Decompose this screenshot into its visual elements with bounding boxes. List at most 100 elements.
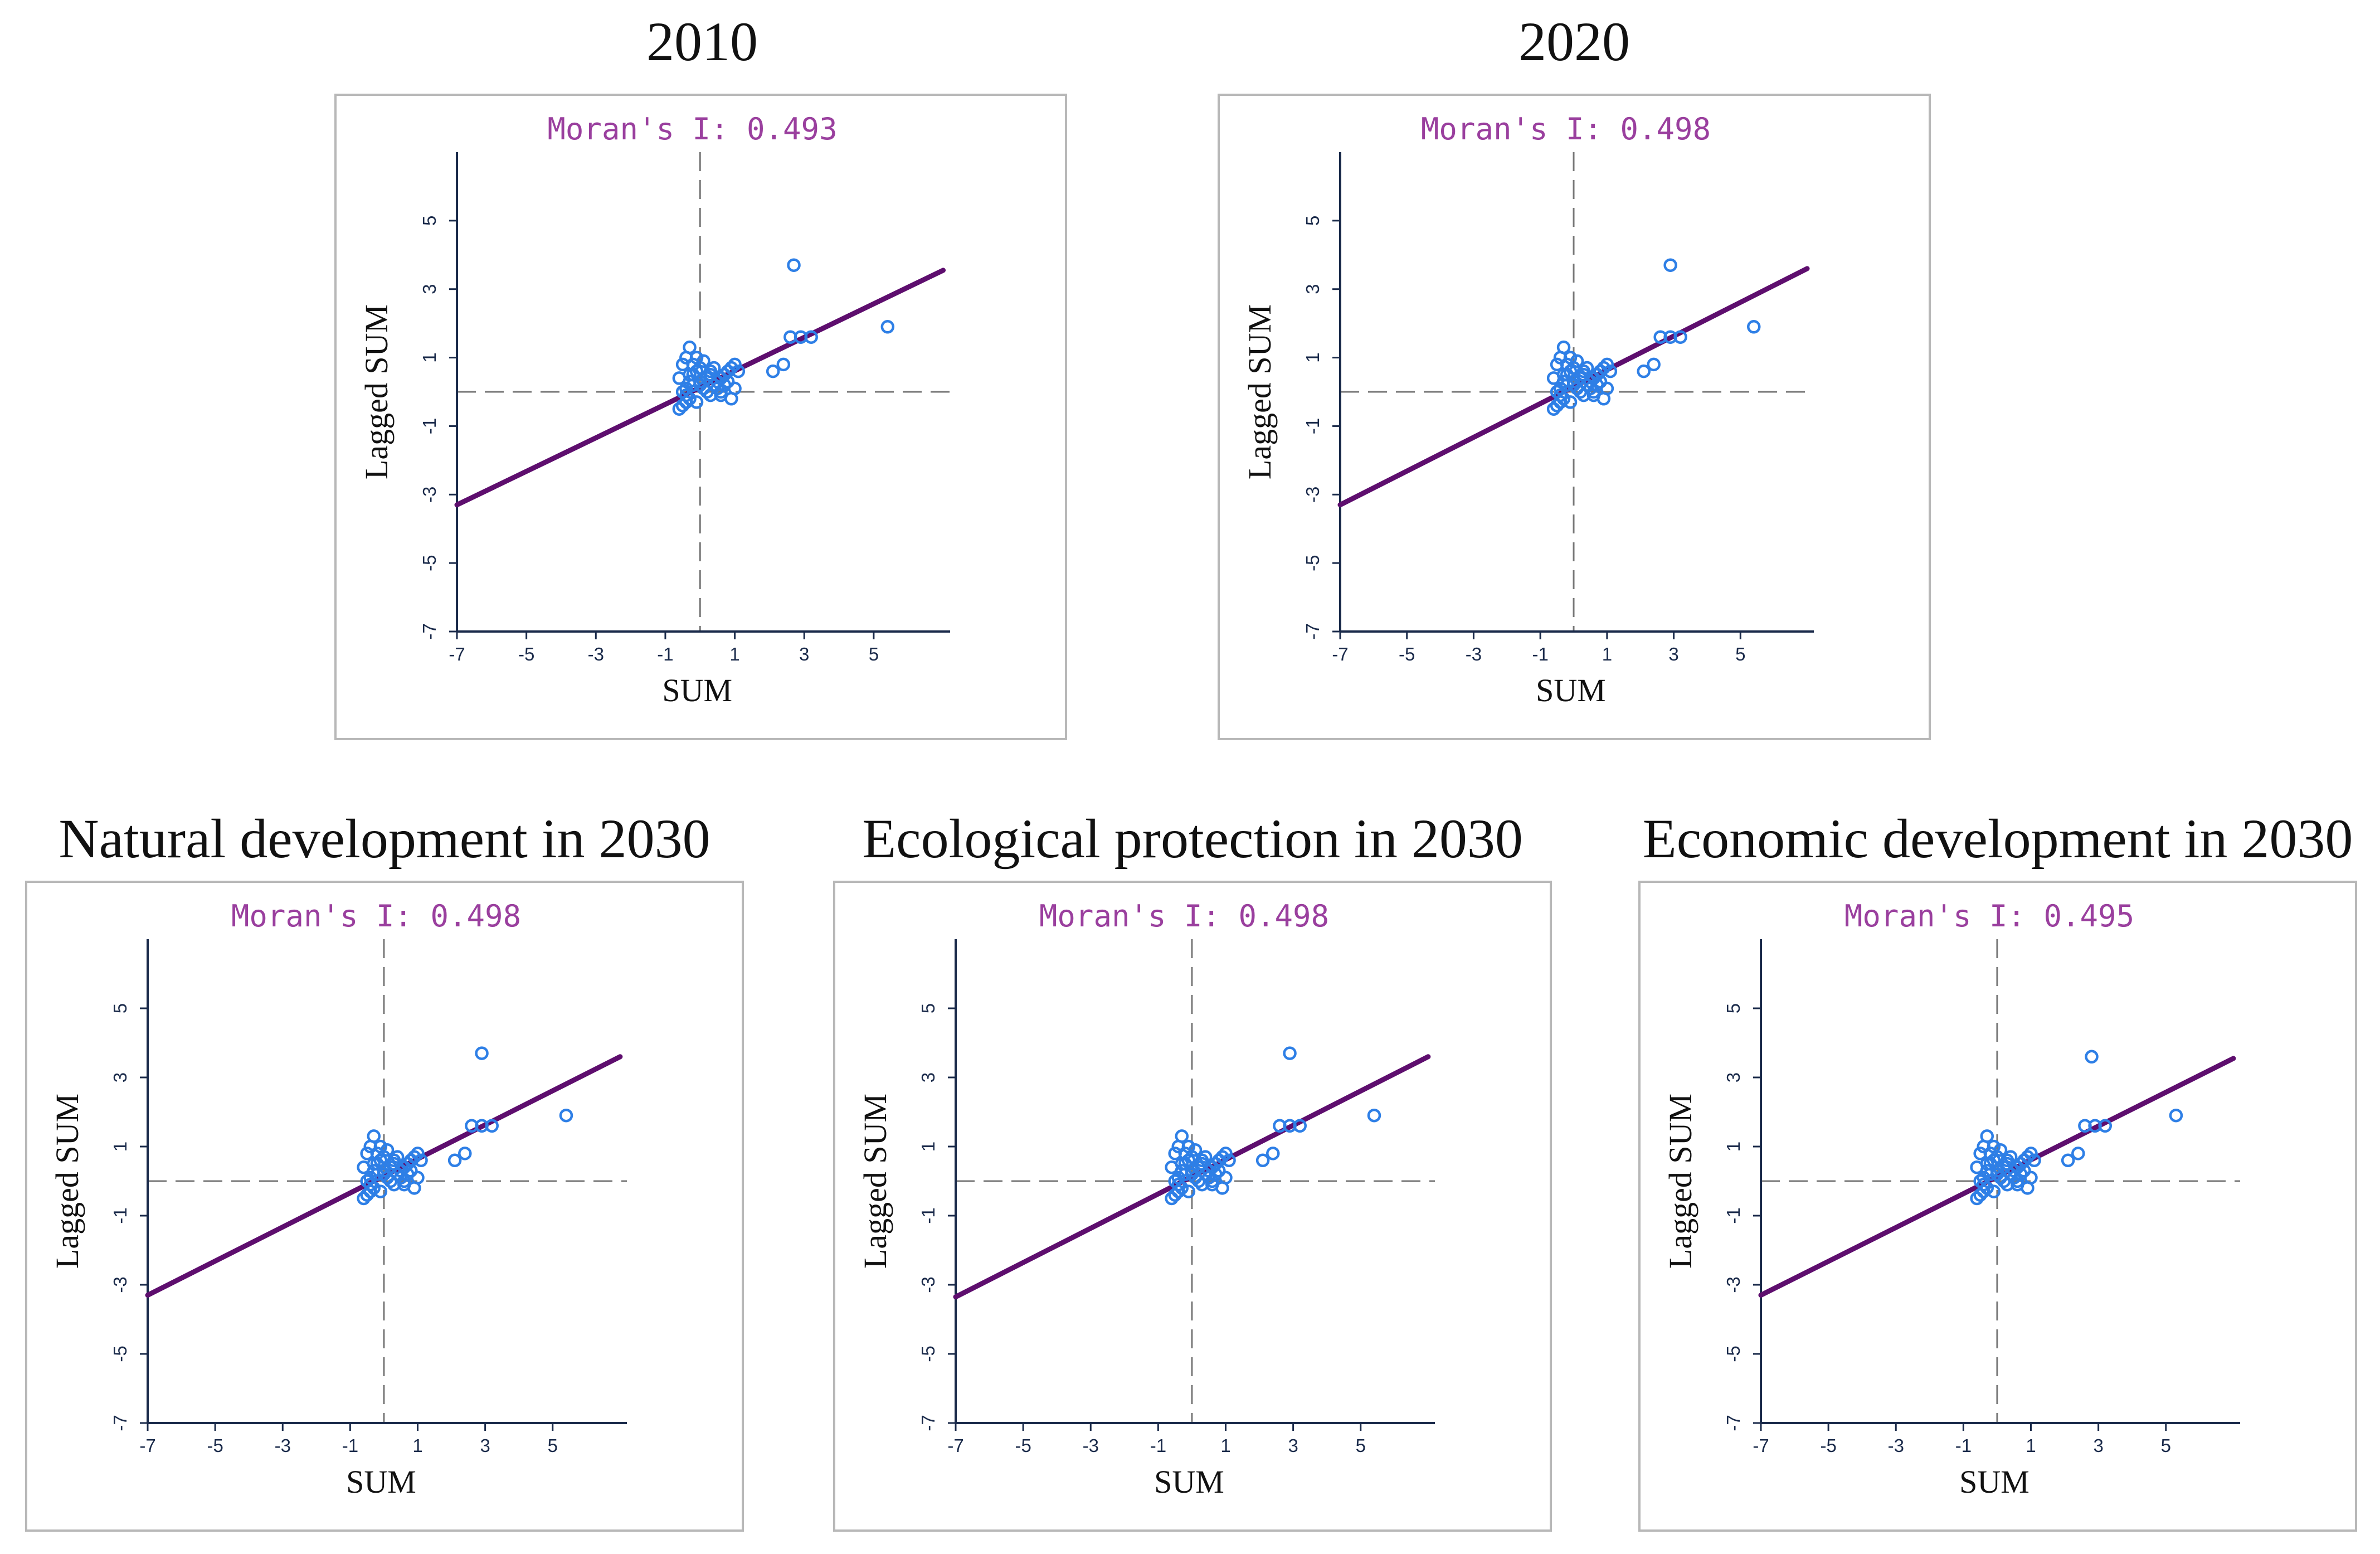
y-axis-label: Lagged SUM <box>49 1094 85 1269</box>
data-point <box>2085 1050 2099 1064</box>
plot-frame <box>1638 881 2357 1532</box>
data-point <box>710 381 724 396</box>
data-point <box>1970 1191 1984 1206</box>
data-point <box>1990 1164 2004 1178</box>
x-tick-label: -1 <box>657 644 673 664</box>
x-tick-label: -3 <box>1466 644 1482 664</box>
y-tick-label: -5 <box>918 1346 938 1362</box>
data-point <box>804 330 818 344</box>
y-tick-label: 5 <box>419 216 440 226</box>
y-tick-label: -7 <box>1723 1415 1744 1431</box>
data-point <box>1550 357 1564 372</box>
plot-frame <box>25 881 744 1532</box>
data-point <box>1747 320 1761 334</box>
data-point <box>1673 330 1687 344</box>
data-point <box>1367 1108 1381 1123</box>
data-point <box>2061 1153 2075 1168</box>
morans-i-label: Moran's I: 0.498 <box>1039 899 1329 934</box>
data-point <box>1255 1153 1270 1168</box>
data-point <box>404 1164 418 1178</box>
x-tick-label: -5 <box>1399 644 1415 664</box>
x-tick-label: -1 <box>1150 1435 1166 1456</box>
data-point <box>1980 1129 1994 1143</box>
data-point <box>689 395 704 409</box>
data-point <box>1181 1184 1196 1198</box>
x-axis-label: SUM <box>1154 1464 1224 1500</box>
x-tick-label: 1 <box>729 644 739 664</box>
y-tick-label: 3 <box>1302 284 1323 294</box>
y-tick-label: 1 <box>918 1142 938 1152</box>
x-tick-label: 1 <box>412 1435 422 1456</box>
data-point <box>393 1171 408 1185</box>
data-point <box>724 361 738 375</box>
data-point <box>728 357 742 372</box>
data-point <box>1647 357 1661 372</box>
x-tick-label: -3 <box>275 1435 291 1456</box>
y-tick-label: -1 <box>1302 418 1323 434</box>
data-point <box>1977 1177 1990 1192</box>
y-tick-label: 1 <box>1302 352 1323 362</box>
data-point <box>1977 1171 1990 1185</box>
x-tick-label: -5 <box>1820 1435 1836 1456</box>
data-point <box>1993 1143 2008 1157</box>
data-point <box>387 1157 401 1171</box>
x-tick-label: -7 <box>449 644 465 664</box>
y-tick-label: -1 <box>1723 1207 1744 1223</box>
panel-title: 2010 <box>646 11 758 72</box>
data-point <box>679 381 693 396</box>
y-tick-label: -1 <box>918 1207 938 1223</box>
x-tick-label: 1 <box>1220 1435 1230 1456</box>
data-point <box>1198 1150 1213 1164</box>
data-point <box>700 371 714 385</box>
morans-i-label: Moran's I: 0.495 <box>1844 899 2134 934</box>
x-tick-label: -1 <box>342 1435 358 1456</box>
plot-frame <box>1218 94 1931 740</box>
data-point <box>1553 388 1568 402</box>
y-tick-label: -5 <box>1723 1346 1744 1362</box>
morans-i-label: Moran's I: 0.498 <box>231 899 521 934</box>
y-tick-label: 5 <box>110 1003 130 1013</box>
data-point <box>1550 385 1564 399</box>
data-point <box>1222 1153 1236 1168</box>
data-point <box>2024 1147 2038 1160</box>
x-axis-label: SUM <box>1959 1464 2029 1500</box>
morans-i-label: Moran's I: 0.493 <box>547 111 837 147</box>
x-tick-label: 5 <box>1356 1435 1366 1456</box>
data-point <box>360 1174 374 1188</box>
data-point <box>1266 1147 1280 1160</box>
data-point <box>1576 368 1591 382</box>
scatter-chart: Moran's I: 0.498 -7 -5 -3 -1 1 3 5 -7 -5 -3 -1 1 3 5 SU… <box>1242 111 1814 708</box>
data-point <box>703 368 718 382</box>
data-point <box>679 388 693 402</box>
data-point <box>1201 1171 1216 1185</box>
x-tick-label: -1 <box>1955 1435 1972 1456</box>
data-point <box>1573 371 1588 385</box>
y-tick-label: -7 <box>419 623 440 639</box>
data-point <box>1600 357 1614 372</box>
y-axis-label: Lagged SUM <box>1662 1094 1698 1269</box>
x-tick-label: -5 <box>518 644 534 664</box>
data-point <box>1212 1164 1226 1178</box>
data-point <box>475 1046 489 1060</box>
data-point <box>1219 1147 1233 1160</box>
data-point <box>675 385 690 399</box>
y-tick-label: -7 <box>110 1415 130 1431</box>
scatter-chart: Moran's I: 0.495 -7 -5 -3 -1 1 3 5 -7 -5 -3 -1 1 3 5 SU… <box>1662 899 2240 1500</box>
data-point <box>1191 1160 1206 1174</box>
x-tick-label: 1 <box>1602 644 1612 664</box>
data-point <box>721 375 735 388</box>
y-tick-label: -1 <box>110 1207 130 1223</box>
y-tick-label: -5 <box>1302 555 1323 571</box>
y-tick-label: 1 <box>419 352 440 362</box>
data-point <box>693 375 707 388</box>
data-point <box>766 364 780 378</box>
y-tick-label: 1 <box>1723 1142 1744 1152</box>
data-point <box>1563 395 1578 409</box>
x-tick-label: 3 <box>1668 644 1678 664</box>
data-point <box>707 361 721 375</box>
x-tick-label: 5 <box>2161 1435 2171 1456</box>
data-point <box>1293 1119 1307 1133</box>
x-tick-label: 1 <box>2026 1435 2036 1456</box>
scatter-chart: Moran's I: 0.498 -7 -5 -3 -1 1 3 5 -7 -5 -3 -1 1 3 5 SU… <box>857 899 1435 1500</box>
data-point <box>2021 1150 2035 1164</box>
